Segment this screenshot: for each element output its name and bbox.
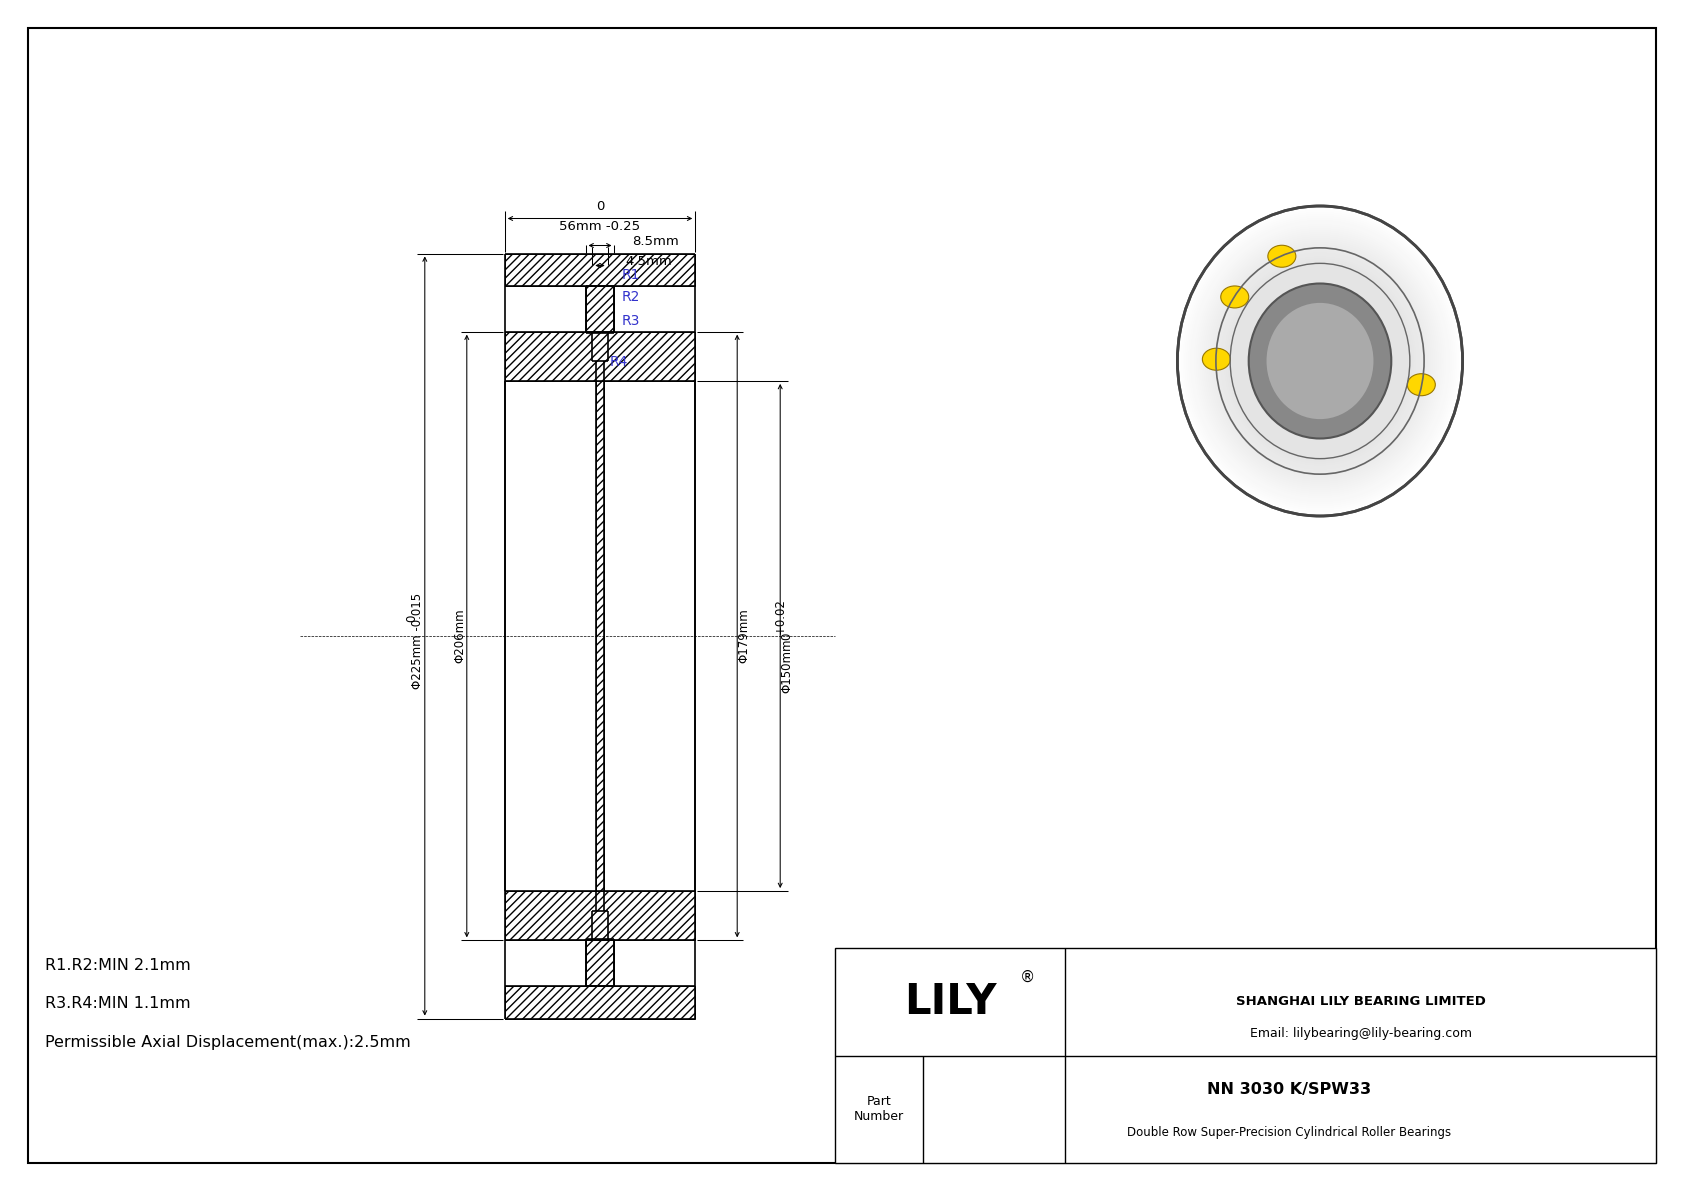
Ellipse shape: [1268, 245, 1297, 267]
Ellipse shape: [1192, 223, 1448, 500]
Text: 4.5mm: 4.5mm: [626, 255, 672, 268]
Ellipse shape: [1265, 276, 1421, 447]
Ellipse shape: [1204, 235, 1436, 487]
Polygon shape: [505, 254, 695, 286]
Text: 8.5mm: 8.5mm: [633, 235, 679, 248]
Text: Email: lilybearing@lily-bearing.com: Email: lilybearing@lily-bearing.com: [1250, 1027, 1472, 1040]
Ellipse shape: [1202, 348, 1231, 370]
Text: R4: R4: [610, 355, 628, 369]
Ellipse shape: [1207, 238, 1433, 484]
Text: Φ150mm: Φ150mm: [781, 638, 793, 693]
Text: SHANGHAI LILY BEARING LIMITED: SHANGHAI LILY BEARING LIMITED: [1236, 994, 1485, 1008]
Text: R2: R2: [621, 289, 640, 304]
Ellipse shape: [1211, 243, 1430, 480]
Ellipse shape: [1250, 283, 1391, 438]
Text: 0: 0: [596, 200, 605, 212]
Ellipse shape: [1194, 224, 1447, 498]
Polygon shape: [586, 939, 615, 986]
Ellipse shape: [1202, 232, 1438, 490]
Polygon shape: [593, 333, 608, 361]
Ellipse shape: [1224, 257, 1416, 466]
Text: Permissible Axial Displacement(max.):2.5mm: Permissible Axial Displacement(max.):2.5…: [45, 1035, 411, 1049]
Polygon shape: [586, 286, 615, 332]
Ellipse shape: [1191, 220, 1450, 501]
Ellipse shape: [1187, 216, 1453, 506]
Text: 0: 0: [404, 615, 418, 622]
Ellipse shape: [1206, 237, 1435, 486]
Ellipse shape: [1179, 208, 1460, 515]
Ellipse shape: [1212, 244, 1426, 478]
Ellipse shape: [1209, 241, 1431, 481]
Ellipse shape: [1276, 314, 1362, 407]
Ellipse shape: [1228, 261, 1413, 461]
Text: Φ179mm: Φ179mm: [738, 609, 751, 663]
Polygon shape: [586, 286, 615, 333]
Text: Double Row Super-Precision Cylindrical Roller Bearings: Double Row Super-Precision Cylindrical R…: [1127, 1127, 1452, 1140]
Ellipse shape: [1182, 212, 1457, 510]
Text: 56mm -0.25: 56mm -0.25: [559, 220, 640, 233]
Ellipse shape: [1216, 249, 1423, 473]
Text: R1: R1: [621, 268, 640, 282]
Polygon shape: [505, 986, 695, 1018]
Ellipse shape: [1226, 258, 1415, 463]
Ellipse shape: [1221, 252, 1420, 469]
Ellipse shape: [1219, 250, 1421, 472]
Polygon shape: [586, 941, 615, 986]
Ellipse shape: [1408, 374, 1435, 395]
Ellipse shape: [1199, 230, 1440, 492]
Text: Φ206mm: Φ206mm: [453, 609, 466, 663]
Polygon shape: [505, 891, 695, 941]
Ellipse shape: [1196, 226, 1443, 495]
Ellipse shape: [1231, 264, 1408, 457]
Text: NN 3030 K/SPW33: NN 3030 K/SPW33: [1207, 1083, 1371, 1097]
Ellipse shape: [1266, 303, 1374, 419]
Bar: [835, 948, 1655, 1162]
Ellipse shape: [1177, 206, 1463, 516]
Text: 0: 0: [781, 632, 793, 640]
Ellipse shape: [1223, 255, 1418, 467]
Polygon shape: [505, 332, 695, 381]
Text: R3.R4:MIN 1.1mm: R3.R4:MIN 1.1mm: [45, 997, 190, 1011]
Text: R1.R2:MIN 2.1mm: R1.R2:MIN 2.1mm: [45, 959, 190, 973]
Text: ®: ®: [1021, 971, 1036, 985]
Ellipse shape: [1189, 218, 1452, 504]
Ellipse shape: [1197, 229, 1442, 493]
Polygon shape: [596, 361, 605, 911]
Polygon shape: [593, 911, 608, 939]
Ellipse shape: [1180, 210, 1458, 512]
Ellipse shape: [1229, 263, 1410, 460]
Ellipse shape: [1186, 214, 1455, 507]
Ellipse shape: [1214, 247, 1425, 475]
Text: +0.02: +0.02: [775, 598, 786, 634]
Text: Part
Number: Part Number: [854, 1096, 904, 1123]
Text: Φ225mm -0.015: Φ225mm -0.015: [411, 593, 424, 690]
Text: R3: R3: [621, 313, 640, 328]
Ellipse shape: [1221, 286, 1250, 308]
Text: LILY: LILY: [904, 980, 997, 1023]
